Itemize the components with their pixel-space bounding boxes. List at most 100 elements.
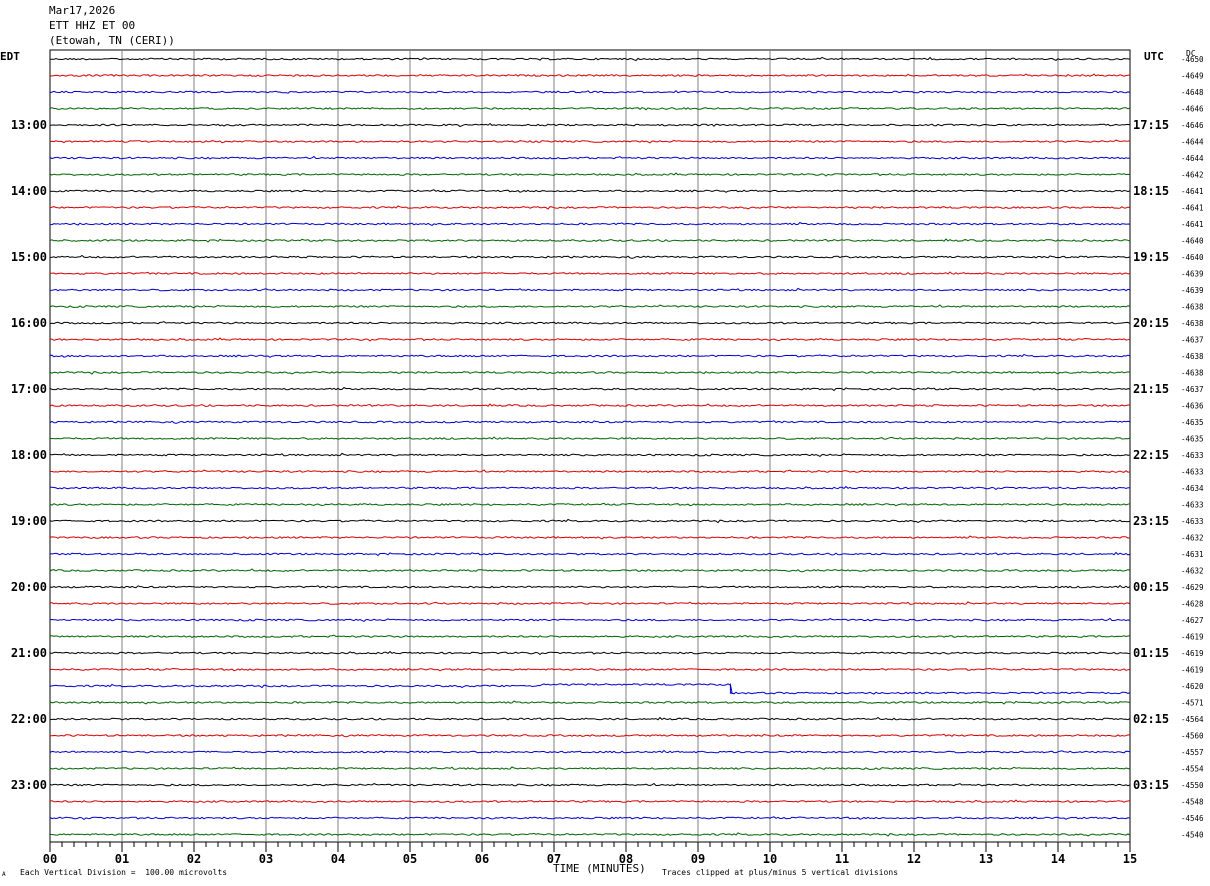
- x-tick-label: 08: [619, 852, 633, 866]
- x-tick-label: 11: [835, 852, 849, 866]
- seismic-trace: [49, 601, 1131, 605]
- seismic-trace: [49, 816, 1131, 821]
- edt-time-label: 20:00: [11, 580, 47, 594]
- x-tick-label: 12: [907, 852, 921, 866]
- seismic-trace: [49, 287, 1131, 292]
- dc-offset-value: -4546: [1181, 814, 1204, 823]
- seismic-trace: [49, 749, 1131, 754]
- seismic-trace: [49, 155, 1131, 160]
- utc-time-label: 00:15: [1133, 580, 1169, 594]
- seismic-trace: [49, 254, 1131, 259]
- seismic-trace: [49, 73, 1131, 77]
- seismic-trace: [49, 716, 1131, 721]
- dc-offset-value: -4633: [1181, 517, 1204, 526]
- dc-offset-value: -4640: [1181, 253, 1204, 262]
- seismic-trace: [49, 682, 1131, 695]
- x-tick-label: 13: [979, 852, 993, 866]
- seismic-trace: [49, 238, 1131, 243]
- utc-time-label: 18:15: [1133, 184, 1169, 198]
- seismic-trace: [49, 139, 1131, 144]
- seismic-trace: [49, 403, 1130, 408]
- seismic-trace: [49, 502, 1131, 507]
- dc-offset-value: -4628: [1181, 600, 1204, 609]
- dc-offset-value: -4627: [1181, 616, 1204, 625]
- dc-offset-value: -4550: [1181, 781, 1204, 790]
- seismic-trace: [49, 337, 1131, 342]
- seismic-trace: [49, 370, 1131, 375]
- seismic-trace: [49, 452, 1131, 457]
- dc-offset-value: -4554: [1181, 765, 1204, 774]
- dc-offset-value: -4620: [1181, 682, 1204, 691]
- dc-offset-value: -4638: [1181, 303, 1204, 312]
- dc-offset-value: -4638: [1181, 369, 1204, 378]
- dc-offset-value: -4632: [1181, 567, 1204, 576]
- utc-time-label: 01:15: [1133, 646, 1169, 660]
- header-station: ETT HHZ ET 00: [49, 19, 136, 32]
- seismic-trace: [49, 535, 1131, 540]
- seismic-trace: [49, 90, 1131, 94]
- scale-note: Each Vertical Division = 100.00 microvol…: [20, 868, 228, 877]
- x-tick-label: 01: [115, 852, 129, 866]
- clip-note: Traces clipped at plus/minus 5 vertical …: [662, 868, 899, 877]
- dc-offset-value: -4557: [1181, 748, 1204, 757]
- dc-offset-value: -4633: [1181, 451, 1204, 460]
- dc-offset-value: -4639: [1181, 286, 1204, 295]
- utc-time-label: 19:15: [1133, 250, 1169, 264]
- x-tick-label: 04: [331, 852, 345, 866]
- seismic-trace: [49, 189, 1131, 193]
- seismic-trace: [49, 304, 1131, 309]
- utc-time-label: 22:15: [1133, 448, 1169, 462]
- dc-offset-value: -4638: [1181, 319, 1204, 328]
- x-tick-label: 07: [547, 852, 561, 866]
- x-tick-label: 03: [259, 852, 273, 866]
- utc-axis-label: UTC: [1144, 50, 1164, 63]
- dc-offset-value: -4636: [1181, 402, 1204, 411]
- header-date: Mar17,2026: [49, 4, 116, 17]
- edt-time-label: 22:00: [11, 712, 47, 726]
- seismic-trace: [50, 469, 1131, 474]
- edt-time-label: 21:00: [11, 646, 47, 660]
- dc-offset-value: -4648: [1181, 88, 1204, 97]
- dc-offset-value: -4632: [1181, 534, 1204, 543]
- dc-offset-value: -4633: [1181, 501, 1204, 510]
- edt-axis-label: EDT: [0, 50, 20, 63]
- seismic-trace: [49, 420, 1131, 424]
- seismic-trace: [49, 634, 1131, 639]
- dc-offset-value: -4631: [1181, 550, 1204, 559]
- dc-offset-value: -4641: [1181, 220, 1204, 229]
- dc-offset-value: -4635: [1181, 435, 1204, 444]
- header-location: (Etowah, TN (CERI)): [49, 34, 175, 47]
- dc-offset-value: -4639: [1181, 270, 1204, 279]
- dc-offset-value: -4646: [1181, 121, 1204, 130]
- seismic-trace: [49, 321, 1131, 325]
- edt-time-label: 15:00: [11, 250, 47, 264]
- x-tick-label: 10: [763, 852, 777, 866]
- edt-time-label: 17:00: [11, 382, 47, 396]
- x-tick-label: 05: [403, 852, 417, 866]
- dc-offset-value: -4560: [1181, 732, 1204, 741]
- seismic-trace: [49, 617, 1131, 622]
- edt-time-label: 14:00: [11, 184, 47, 198]
- seismic-trace: [49, 271, 1131, 275]
- dc-offset-value: -4619: [1181, 633, 1204, 642]
- edt-time-label: 23:00: [11, 778, 47, 792]
- seismic-trace: [49, 436, 1131, 440]
- dc-offset-value: -4619: [1181, 666, 1204, 675]
- dc-offset-value: -4638: [1181, 352, 1204, 361]
- dc-offset-value: -4548: [1181, 798, 1204, 807]
- dc-offset-value: -4629: [1181, 583, 1204, 592]
- utc-time-label: 03:15: [1133, 778, 1169, 792]
- x-axis-title: TIME (MINUTES): [553, 862, 646, 875]
- x-tick-label: 09: [691, 852, 705, 866]
- dc-offset-value: -4650: [1181, 55, 1204, 64]
- dc-column-label: DC: [1186, 49, 1196, 58]
- edt-time-label: 13:00: [11, 118, 47, 132]
- seismic-trace: [49, 667, 1131, 672]
- x-tick-label: 15: [1123, 852, 1137, 866]
- seismic-trace: [50, 221, 1131, 226]
- seismic-trace: [49, 107, 1131, 111]
- dc-offset-value: -4635: [1181, 418, 1204, 427]
- plot-frame: [49, 49, 1131, 843]
- seismic-trace: [49, 832, 1131, 837]
- x-tick-label: 02: [187, 852, 201, 866]
